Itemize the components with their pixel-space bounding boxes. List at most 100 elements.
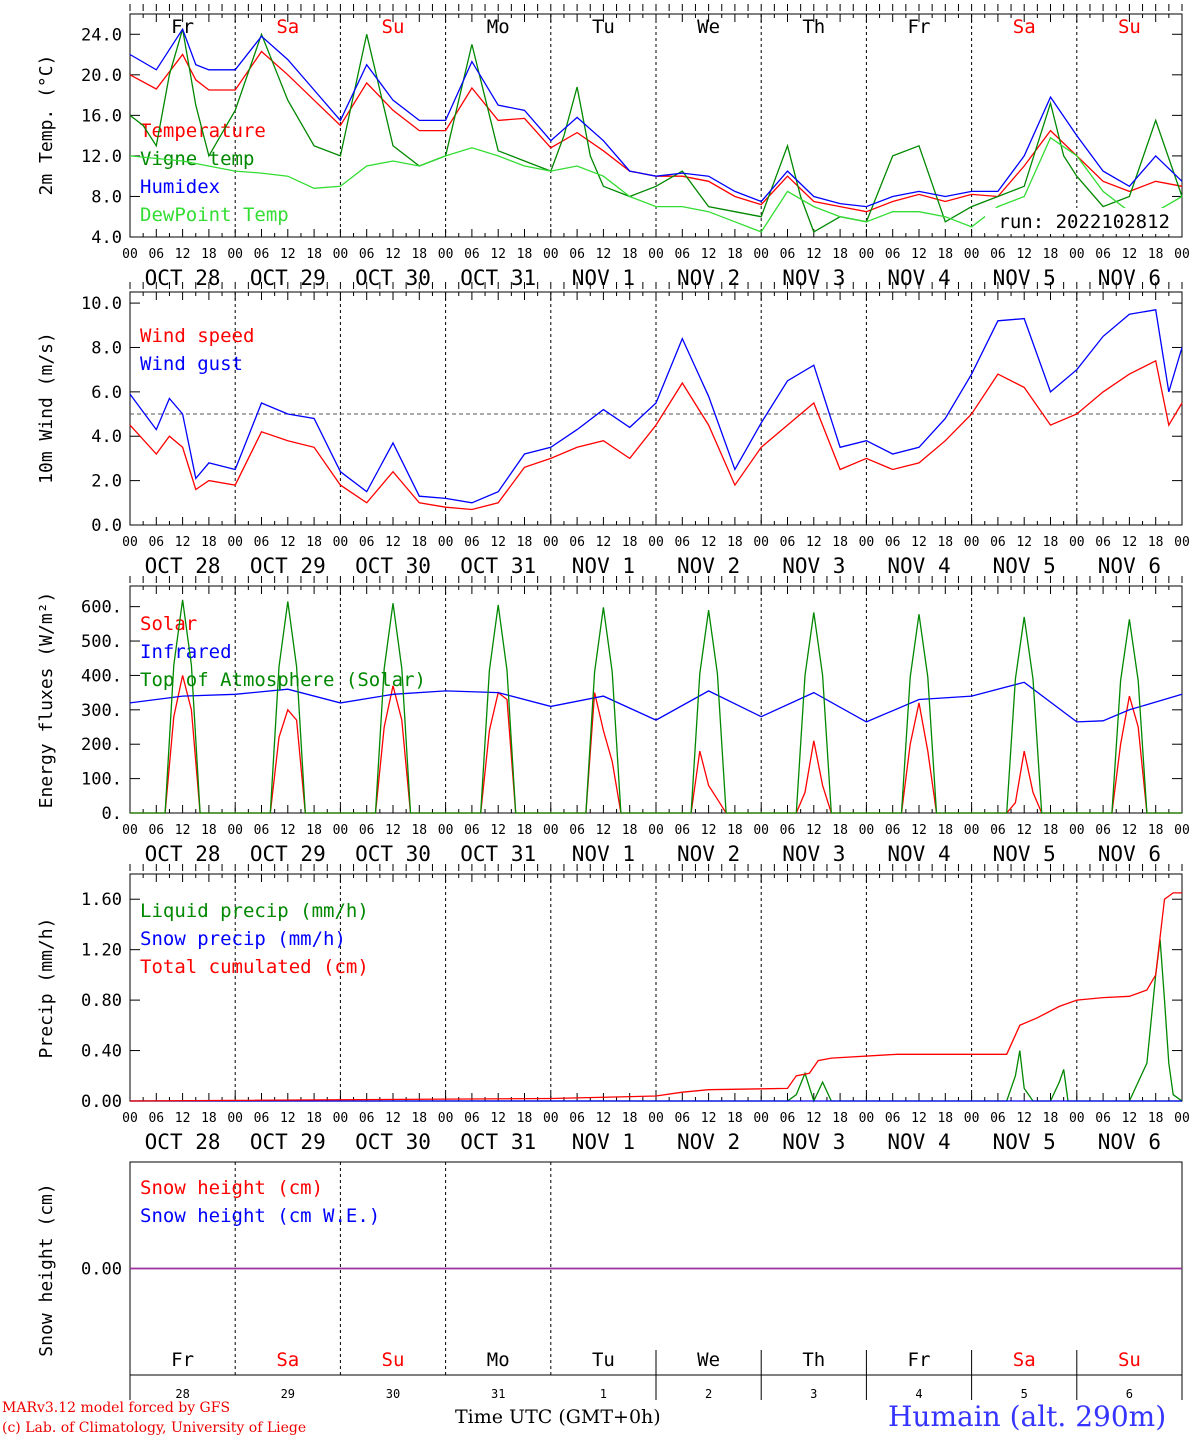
day-number: 30 xyxy=(386,1387,400,1400)
day-name: Su xyxy=(1118,16,1141,38)
date-label: NOV 1 xyxy=(572,842,635,866)
day-number: 31 xyxy=(491,1387,505,1400)
hour-label: 00 xyxy=(753,823,769,838)
hour-label: 06 xyxy=(569,1111,585,1126)
hour-label: 06 xyxy=(780,535,796,550)
hour-label: 06 xyxy=(990,1111,1006,1126)
hour-label: 18 xyxy=(832,247,848,262)
series-line-0 xyxy=(129,359,1183,511)
hour-label: 12 xyxy=(1016,247,1032,262)
hour-label: 00 xyxy=(648,535,664,550)
y-axis-label: Snow height (cm) xyxy=(36,1183,57,1356)
day-name: Sa xyxy=(1013,1349,1036,1371)
day-name: Su xyxy=(382,1349,405,1371)
hour-label: 06 xyxy=(990,535,1006,550)
hour-label: 06 xyxy=(885,247,901,262)
hour-label: 06 xyxy=(359,1111,375,1126)
day-name: Fr xyxy=(908,16,931,38)
hour-label: 00 xyxy=(122,535,138,550)
hour-label: 12 xyxy=(596,1111,612,1126)
hour-label: 00 xyxy=(438,1111,454,1126)
hour-label: 06 xyxy=(148,1111,164,1126)
hour-label: 06 xyxy=(359,247,375,262)
y-tick-label: 1.20 xyxy=(81,941,122,961)
hour-label: 12 xyxy=(701,535,717,550)
hour-label: 18 xyxy=(1043,1111,1059,1126)
day-number: 28 xyxy=(175,1387,189,1400)
y-axis-label: 10m Wind (m/s) xyxy=(36,332,57,484)
series-line-0 xyxy=(130,1050,1182,1103)
date-label: NOV 2 xyxy=(677,842,740,866)
date-label: NOV 1 xyxy=(572,1130,635,1154)
hour-label: 12 xyxy=(806,823,822,838)
hour-label: 12 xyxy=(1122,1111,1138,1126)
hour-label: 18 xyxy=(411,535,427,550)
date-label: OCT 29 xyxy=(250,554,326,578)
date-label: NOV 5 xyxy=(993,842,1056,866)
day-number: 1 xyxy=(600,1387,607,1400)
hour-label: 12 xyxy=(385,1111,401,1126)
series-line-2 xyxy=(130,599,1182,814)
hour-label: 00 xyxy=(227,247,243,262)
hour-label: 06 xyxy=(148,247,164,262)
day-name: Su xyxy=(1118,1349,1141,1371)
date-label: NOV 3 xyxy=(782,554,845,578)
hour-label: 18 xyxy=(1148,823,1164,838)
hour-label: 00 xyxy=(1174,1111,1190,1126)
hour-label: 18 xyxy=(1043,823,1059,838)
hour-label: 12 xyxy=(806,1111,822,1126)
date-label: NOV 3 xyxy=(782,842,845,866)
legend-entry: Infrared xyxy=(140,641,232,663)
legend-entry: Snow height (cm) xyxy=(140,1177,323,1199)
hour-label: 06 xyxy=(885,823,901,838)
series-line-1 xyxy=(129,309,1183,504)
y-tick-label: 0.00 xyxy=(81,1260,122,1280)
y-tick-label: 100. xyxy=(81,770,122,790)
date-label: OCT 30 xyxy=(355,554,431,578)
date-label: NOV 4 xyxy=(887,842,950,866)
y-tick-label: 4.0 xyxy=(91,228,122,248)
hour-label: 12 xyxy=(175,823,191,838)
hour-label: 12 xyxy=(280,1111,296,1126)
hour-label: 12 xyxy=(911,247,927,262)
hour-label: 18 xyxy=(201,535,217,550)
date-label: NOV 6 xyxy=(1098,554,1161,578)
hour-label: 12 xyxy=(385,535,401,550)
y-tick-label: 4.0 xyxy=(91,427,122,447)
hour-label: 18 xyxy=(411,1111,427,1126)
hour-label: 06 xyxy=(359,823,375,838)
hour-label: 12 xyxy=(911,823,927,838)
hour-label: 12 xyxy=(596,247,612,262)
hour-label: 06 xyxy=(254,535,270,550)
series-line-1 xyxy=(129,681,1183,723)
hour-label: 00 xyxy=(1069,1111,1085,1126)
hour-label: 12 xyxy=(280,247,296,262)
hour-label: 00 xyxy=(543,823,559,838)
hour-label: 00 xyxy=(543,247,559,262)
hour-label: 12 xyxy=(385,823,401,838)
hour-label: 12 xyxy=(490,247,506,262)
hour-label: 00 xyxy=(1174,823,1190,838)
hour-label: 00 xyxy=(753,247,769,262)
hour-label: 18 xyxy=(306,823,322,838)
date-label: NOV 6 xyxy=(1098,1130,1161,1154)
hour-label: 00 xyxy=(333,823,349,838)
hour-label: 00 xyxy=(333,535,349,550)
hour-label: 18 xyxy=(517,247,533,262)
hour-label: 00 xyxy=(964,823,980,838)
hour-label: 18 xyxy=(727,247,743,262)
hour-label: 06 xyxy=(1095,823,1111,838)
hour-label: 00 xyxy=(438,823,454,838)
hour-label: 12 xyxy=(385,247,401,262)
hour-label: 12 xyxy=(280,535,296,550)
hour-label: 18 xyxy=(517,535,533,550)
hour-label: 06 xyxy=(254,823,270,838)
hour-label: 12 xyxy=(911,1111,927,1126)
hour-label: 00 xyxy=(964,247,980,262)
hour-label: 18 xyxy=(832,535,848,550)
panel-3: 0. 100. 200. 300. 400. 500. 600. Energy fluxes … xyxy=(36,576,1190,866)
series-line-1 xyxy=(129,29,1183,233)
y-tick-label: 12.0 xyxy=(81,147,122,167)
hour-label: 12 xyxy=(1016,1111,1032,1126)
y-tick-label: 500. xyxy=(81,632,122,652)
